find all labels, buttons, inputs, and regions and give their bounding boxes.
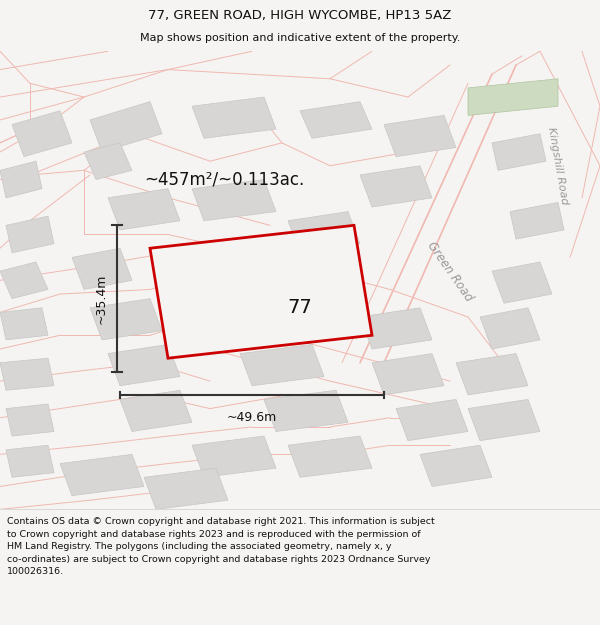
Polygon shape: [144, 468, 228, 509]
Polygon shape: [468, 399, 540, 441]
Polygon shape: [0, 262, 48, 299]
Text: Green Road: Green Road: [425, 239, 475, 304]
Text: ~457m²/~0.113ac.: ~457m²/~0.113ac.: [144, 171, 304, 189]
Polygon shape: [6, 404, 54, 436]
Polygon shape: [420, 445, 492, 486]
Polygon shape: [6, 216, 54, 253]
Polygon shape: [288, 212, 360, 253]
Polygon shape: [0, 358, 54, 390]
Polygon shape: [510, 202, 564, 239]
Text: ~35.4m: ~35.4m: [95, 274, 108, 324]
Polygon shape: [192, 97, 276, 138]
Polygon shape: [150, 226, 372, 358]
Polygon shape: [372, 354, 444, 395]
Polygon shape: [456, 354, 528, 395]
Polygon shape: [492, 262, 552, 303]
Polygon shape: [6, 445, 54, 478]
Polygon shape: [384, 116, 456, 157]
Polygon shape: [468, 79, 558, 116]
Polygon shape: [240, 344, 324, 386]
Text: 77, GREEN ROAD, HIGH WYCOMBE, HP13 5AZ: 77, GREEN ROAD, HIGH WYCOMBE, HP13 5AZ: [148, 9, 452, 22]
Polygon shape: [300, 102, 372, 138]
Polygon shape: [108, 189, 180, 230]
Polygon shape: [84, 143, 132, 179]
Polygon shape: [0, 161, 42, 198]
Text: 77: 77: [287, 298, 313, 318]
Polygon shape: [120, 390, 192, 431]
Polygon shape: [108, 344, 180, 386]
Text: Contains OS data © Crown copyright and database right 2021. This information is : Contains OS data © Crown copyright and d…: [7, 518, 435, 576]
Polygon shape: [360, 308, 432, 349]
Polygon shape: [216, 299, 288, 340]
Polygon shape: [192, 436, 276, 478]
Text: ~49.6m: ~49.6m: [227, 411, 277, 424]
Text: Kingshill Road: Kingshill Road: [546, 126, 570, 206]
Polygon shape: [288, 436, 372, 478]
Polygon shape: [192, 179, 276, 221]
Polygon shape: [0, 308, 48, 340]
Polygon shape: [60, 454, 144, 496]
Text: Map shows position and indicative extent of the property.: Map shows position and indicative extent…: [140, 33, 460, 44]
Polygon shape: [72, 248, 132, 289]
Polygon shape: [90, 102, 162, 152]
Polygon shape: [216, 258, 300, 299]
Polygon shape: [264, 390, 348, 431]
Polygon shape: [492, 134, 546, 171]
Polygon shape: [480, 308, 540, 349]
Polygon shape: [12, 111, 72, 157]
Polygon shape: [90, 299, 162, 340]
Polygon shape: [396, 399, 468, 441]
Polygon shape: [360, 166, 432, 207]
